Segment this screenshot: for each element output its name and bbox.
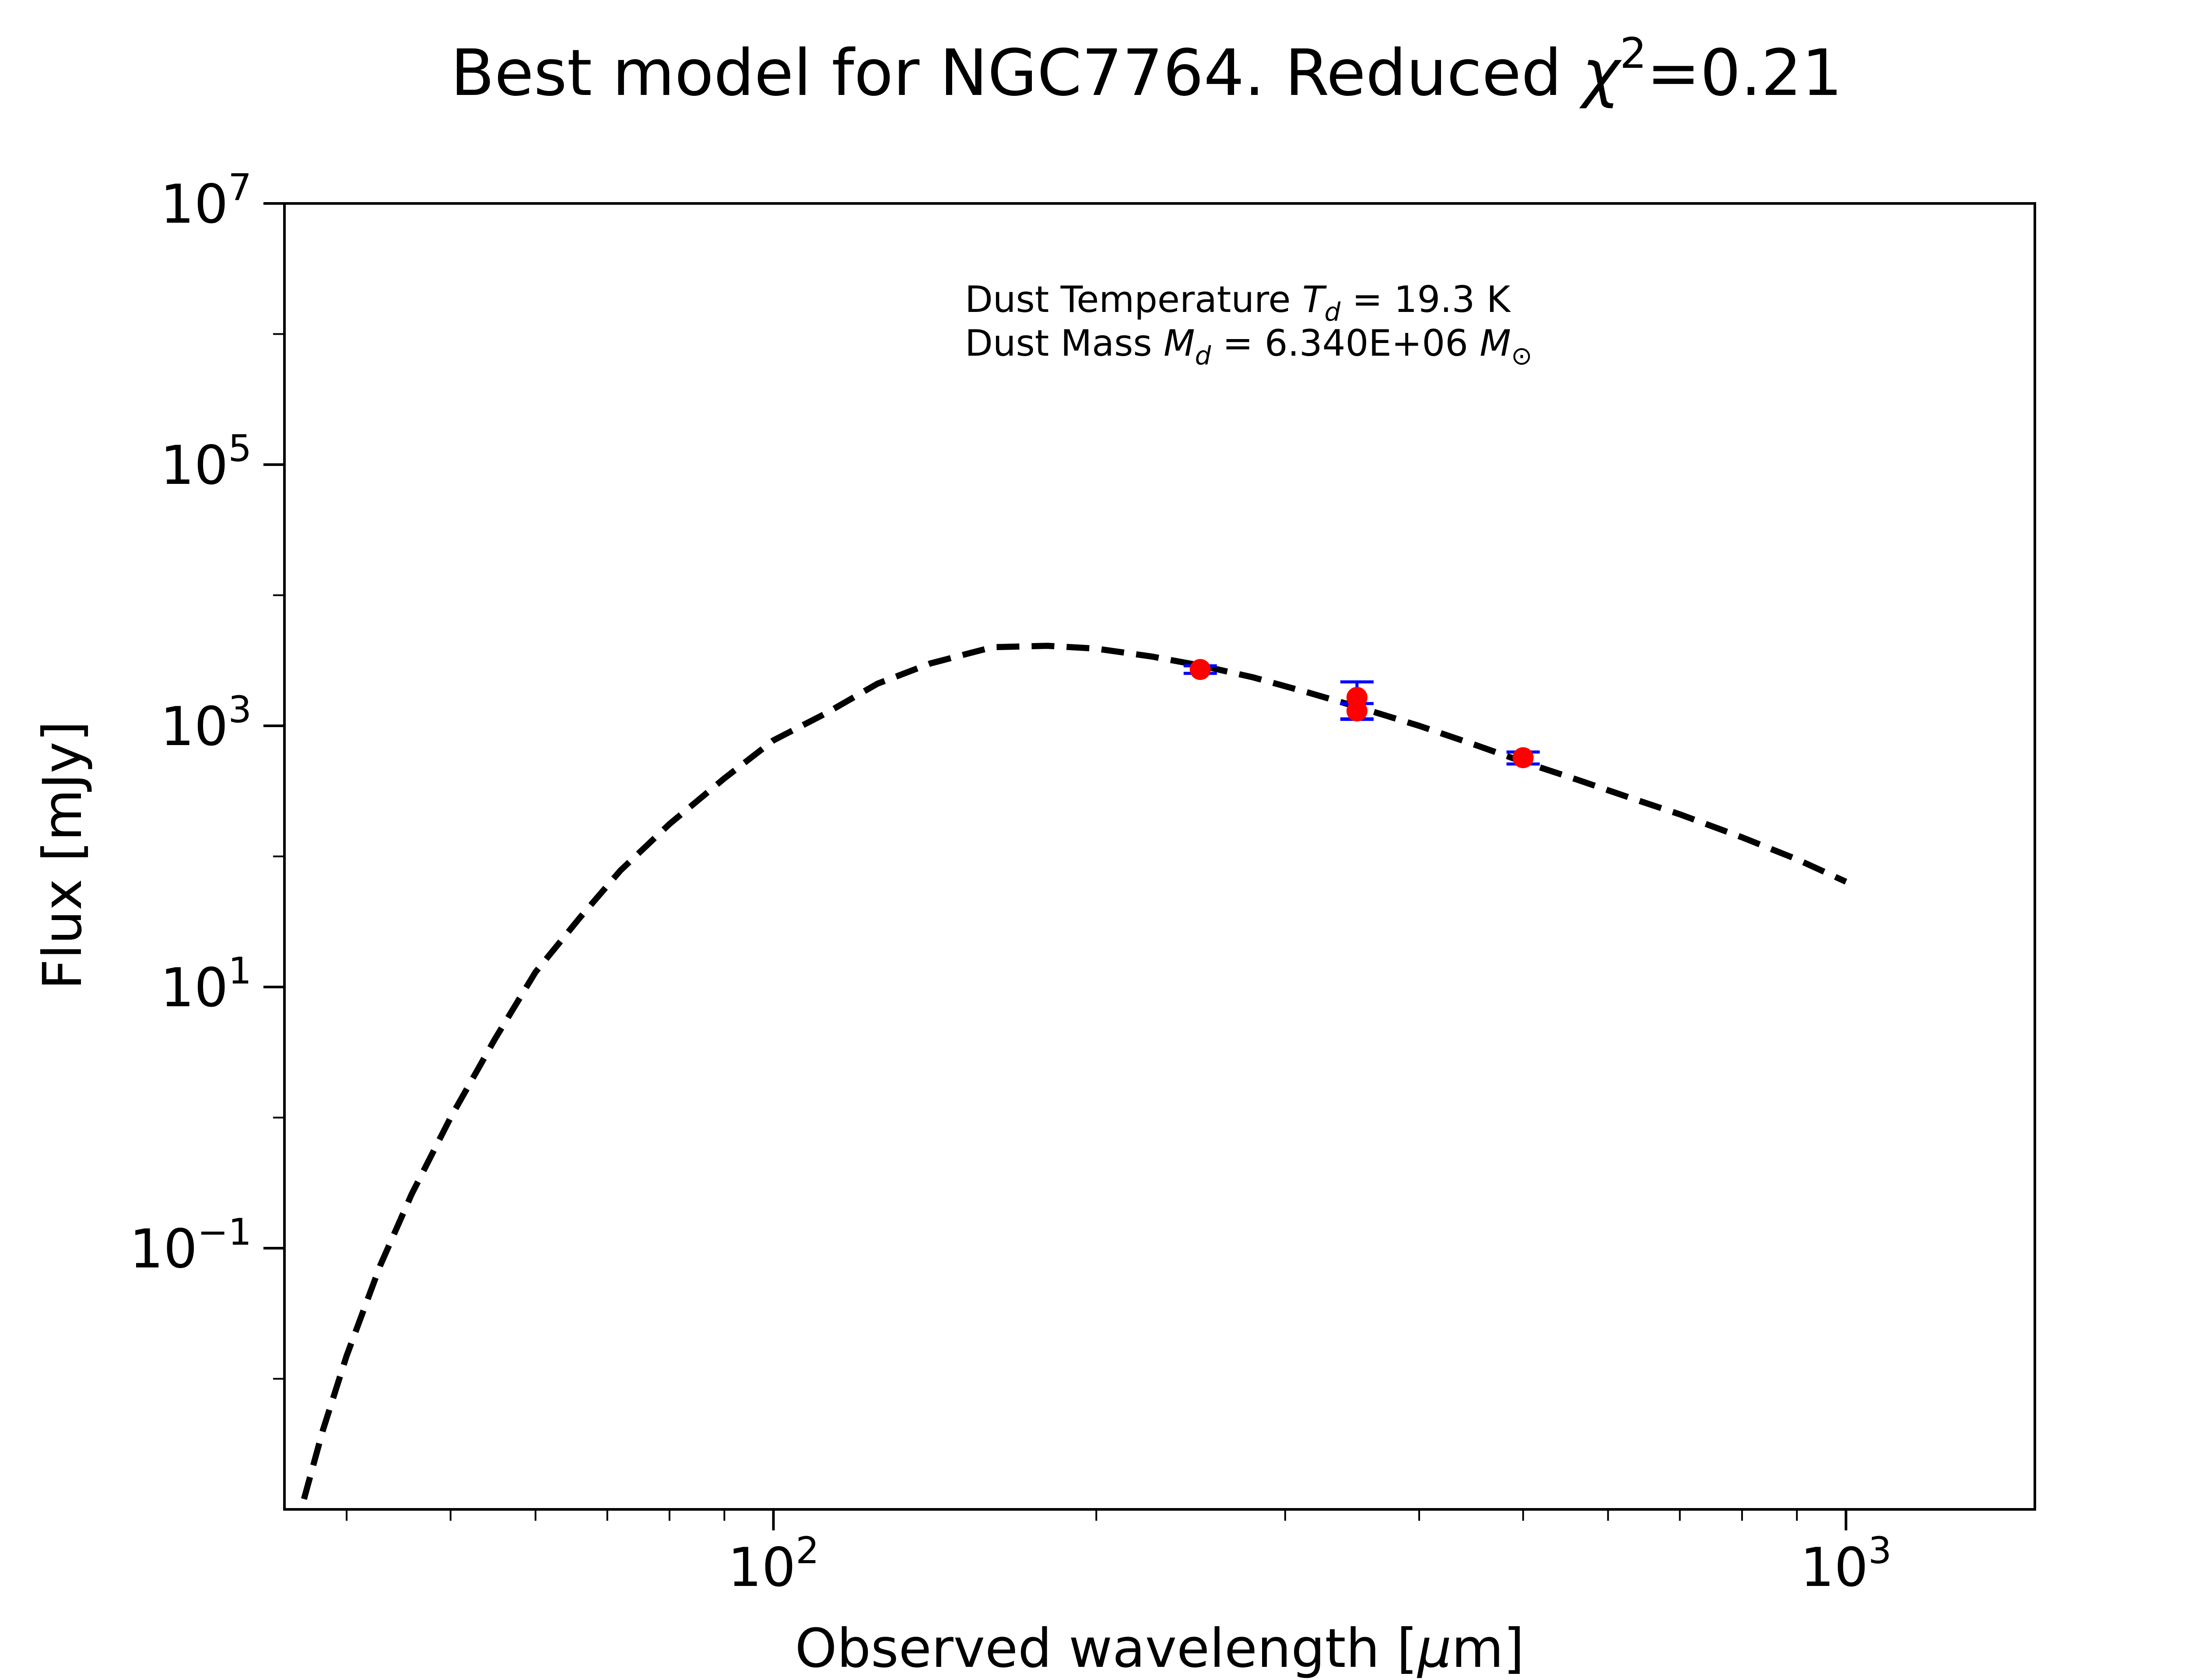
- y-tick-label: 107: [160, 166, 252, 235]
- plot-area: 102 103 10−1 101 103 105 107: [130, 166, 2036, 1599]
- model-curve: [301, 643, 1848, 1500]
- y-tick-label: 10−1: [130, 1211, 252, 1280]
- axis-ticks: [263, 202, 1848, 1530]
- fit-annotation: Dust Temperature Td = 19.3 K Dust Mass M…: [965, 278, 1532, 371]
- data-point: [1346, 700, 1368, 721]
- data-point: [1189, 659, 1211, 680]
- x-tick-label: 103: [1800, 1529, 1892, 1599]
- plot-frame: [283, 202, 2036, 1511]
- y-tick-label: 101: [160, 949, 252, 1019]
- y-tick-label: 105: [160, 427, 252, 497]
- axis-tick-labels: 102 103 10−1 101 103 105 107: [130, 166, 1892, 1599]
- observations: [1183, 659, 1540, 768]
- y-tick-label: 103: [160, 688, 252, 758]
- dust-mass-label: Dust Mass Md = 6.340E+06 M⊙: [965, 322, 1532, 371]
- x-tick-label: 102: [728, 1529, 819, 1599]
- y-axis-label: Flux [mJy]: [32, 721, 94, 990]
- dust-temperature-label: Dust Temperature Td = 19.3 K: [965, 278, 1511, 327]
- data-point: [1512, 747, 1534, 768]
- chart-title: Best model for NGC7764. Reduced χ2=0.21: [451, 29, 1843, 110]
- x-axis-label: Observed wavelength [μm]: [795, 1617, 1525, 1680]
